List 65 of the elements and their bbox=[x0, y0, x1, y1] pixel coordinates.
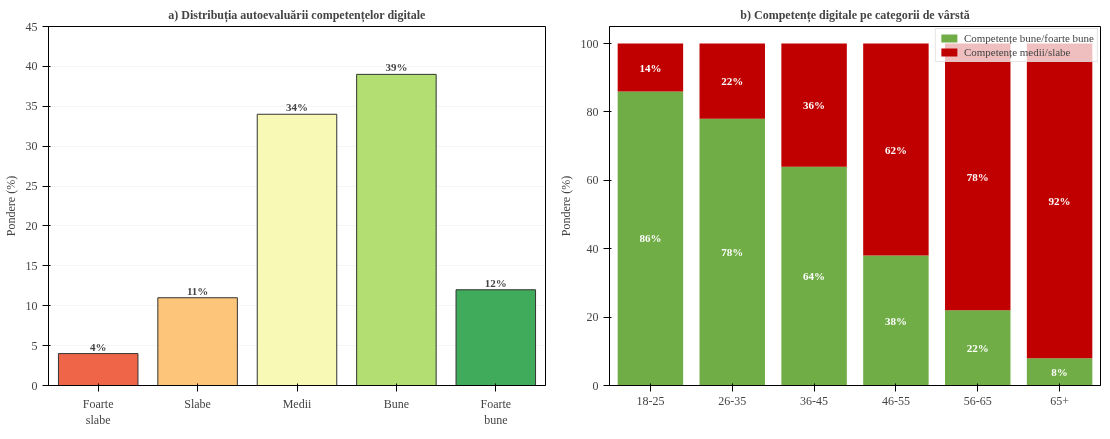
bar bbox=[617, 43, 684, 92]
y-axis-title: Pondere (%) bbox=[558, 175, 573, 237]
y-tick-label: 5 bbox=[31, 338, 38, 353]
data-label: 14% bbox=[639, 61, 662, 74]
bar bbox=[455, 289, 537, 386]
bar bbox=[781, 166, 847, 386]
data-label: 11% bbox=[186, 284, 209, 297]
bar bbox=[699, 43, 765, 119]
bar bbox=[256, 113, 338, 386]
x-tick-label: 18-25 bbox=[636, 393, 665, 408]
data-label: 22% bbox=[966, 341, 989, 354]
data-label: 64% bbox=[803, 270, 826, 283]
data-label: 62% bbox=[884, 143, 907, 156]
y-tick-label: 0 bbox=[592, 378, 599, 393]
legend-label: Competențe medii/slabe bbox=[963, 46, 1071, 58]
y-tick-label: 0 bbox=[31, 378, 38, 393]
y-tick-label: 30 bbox=[25, 139, 38, 154]
bar bbox=[356, 73, 437, 386]
chart-title: a) Distribuția autoevaluării competențelor digitale bbox=[168, 7, 427, 23]
x-tick-label: 65+ bbox=[1050, 393, 1070, 408]
bar bbox=[863, 43, 929, 256]
y-tick-label: 80 bbox=[586, 104, 599, 119]
x-tick-label: 26-35 bbox=[718, 393, 747, 408]
y-tick-label: 100 bbox=[580, 36, 599, 51]
y-tick-label: 20 bbox=[586, 310, 599, 325]
legend-label: Competențe bune/foarte bune bbox=[963, 32, 1094, 44]
data-label: 12% bbox=[484, 276, 507, 289]
y-tick-label: 45 bbox=[25, 19, 38, 34]
bar bbox=[57, 353, 139, 386]
y-tick-label: 10 bbox=[25, 298, 38, 313]
x-tick-label: 36-45 bbox=[800, 393, 829, 408]
bar bbox=[617, 91, 684, 386]
x-tick-label: Foarte slabe bbox=[82, 396, 114, 428]
bar bbox=[945, 310, 1011, 386]
y-tick-label: 20 bbox=[25, 218, 38, 233]
bar bbox=[157, 297, 238, 386]
x-tick-label: Foarte bune bbox=[480, 396, 512, 428]
x-tick-label: 46-55 bbox=[881, 393, 910, 408]
data-label: 36% bbox=[803, 99, 826, 112]
y-tick-label: 35 bbox=[25, 99, 38, 114]
y-tick-label: 40 bbox=[586, 241, 599, 256]
data-label: 38% bbox=[884, 314, 907, 327]
x-tick-label: 56-65 bbox=[963, 393, 992, 408]
data-label: 86% bbox=[639, 232, 662, 245]
bar bbox=[1026, 358, 1093, 386]
x-tick-label: Slabe bbox=[184, 396, 211, 411]
y-axis-title: Pondere (%) bbox=[3, 175, 18, 237]
data-label: 78% bbox=[966, 170, 989, 183]
bar bbox=[863, 255, 929, 386]
data-label: 34% bbox=[286, 101, 308, 114]
bar bbox=[781, 43, 847, 167]
y-tick-label: 60 bbox=[586, 173, 599, 188]
data-label: 8% bbox=[1051, 365, 1068, 378]
y-tick-label: 25 bbox=[25, 179, 38, 194]
data-label: 22% bbox=[721, 75, 744, 88]
x-tick-label: Bune bbox=[383, 396, 410, 411]
chart-title: b) Competențe digitale pe categorii de vârstă bbox=[740, 7, 970, 23]
y-tick-label: 15 bbox=[25, 258, 38, 273]
data-label: 39% bbox=[385, 61, 408, 74]
data-label: 78% bbox=[721, 246, 744, 259]
y-tick-label: 40 bbox=[25, 59, 38, 74]
bar bbox=[699, 118, 765, 386]
data-label: 92% bbox=[1048, 194, 1071, 207]
data-label: 4% bbox=[89, 340, 107, 353]
x-tick-label: Medii bbox=[282, 396, 312, 411]
